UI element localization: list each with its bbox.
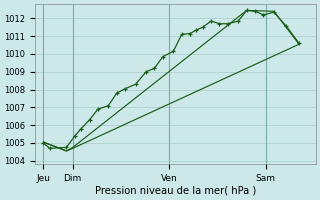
X-axis label: Pression niveau de la mer( hPa ): Pression niveau de la mer( hPa ) xyxy=(95,186,256,196)
